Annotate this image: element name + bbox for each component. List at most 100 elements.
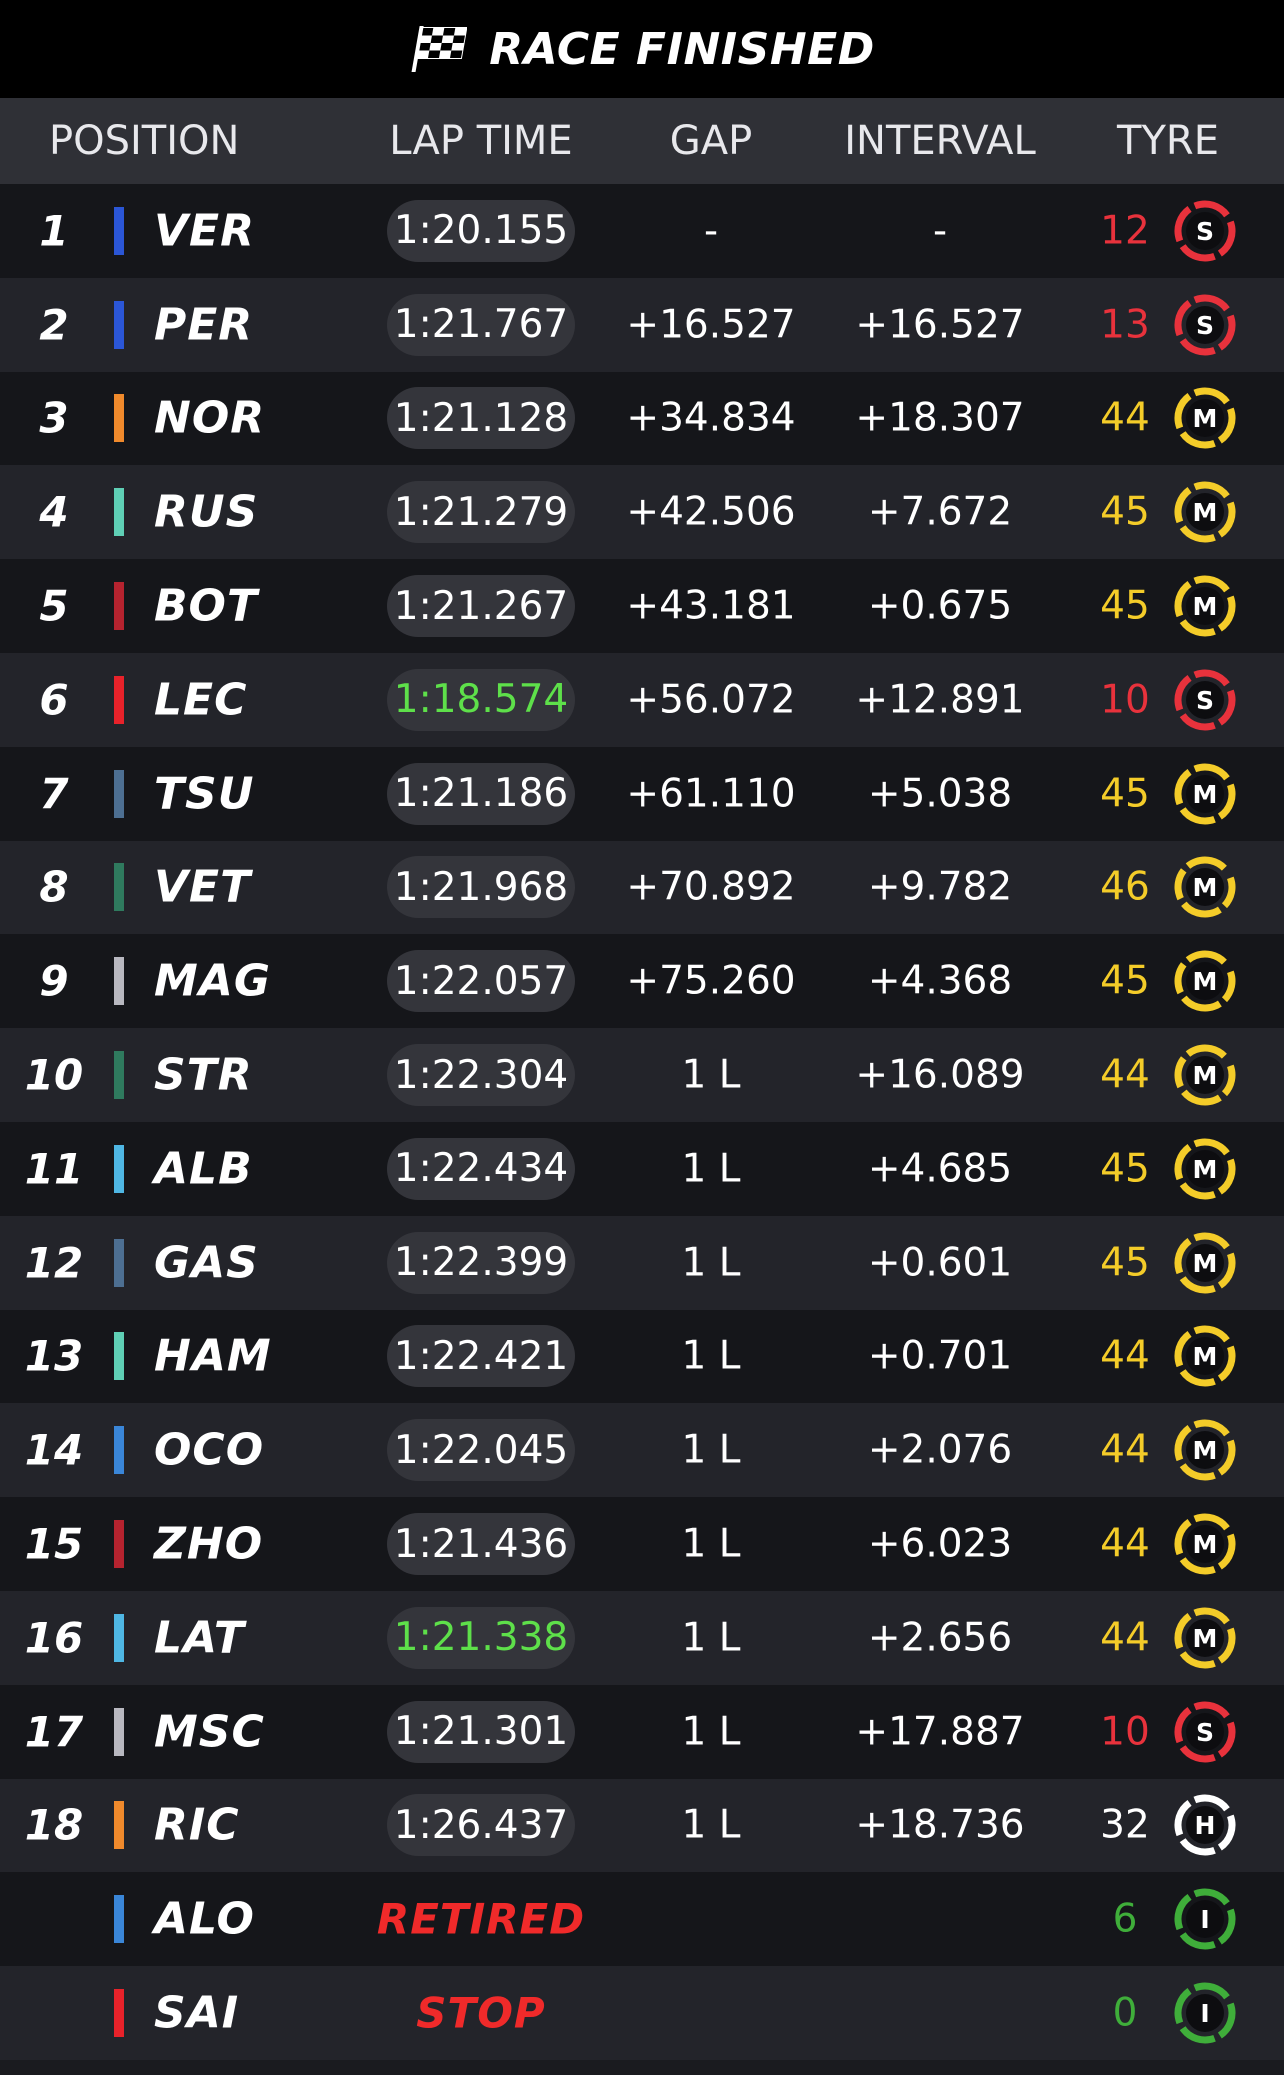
driver-code: VER bbox=[154, 205, 255, 257]
tyre-compound-letter: M bbox=[1193, 404, 1218, 433]
column-headers: POSITION LAP TIME GAP INTERVAL TYRE bbox=[0, 98, 1284, 184]
gap-value: 1 L bbox=[681, 1240, 741, 1286]
table-row[interactable]: 16 LAT 1:21.338 1 L +2.656 44 M bbox=[0, 1590, 1284, 1685]
driver-code: LAT bbox=[154, 1612, 245, 1664]
interval-value: +4.685 bbox=[867, 1146, 1013, 1192]
table-row[interactable]: ALO RETIRED 6 I bbox=[0, 1872, 1284, 1967]
table-row[interactable]: 8 VET 1:21.968 +70.892 +9.782 46 M bbox=[0, 840, 1284, 935]
gap-value: 1 L bbox=[681, 1521, 741, 1567]
gap-value: +34.834 bbox=[626, 395, 796, 441]
driver-code: ZHO bbox=[154, 1518, 264, 1570]
interval-value: +16.089 bbox=[855, 1052, 1025, 1098]
table-row[interactable]: 6 LEC 1:18.574 +56.072 +12.891 10 S bbox=[0, 652, 1284, 747]
driver-code: MAG bbox=[154, 955, 271, 1007]
tyre-laps: 45 bbox=[1100, 771, 1150, 817]
gap-value: +16.527 bbox=[626, 302, 796, 348]
lap-time: 1:22.434 bbox=[387, 1137, 575, 1200]
table-row[interactable]: 13 HAM 1:22.421 1 L +0.701 44 M bbox=[0, 1309, 1284, 1404]
position-number: 3 bbox=[39, 393, 69, 443]
team-color-bar bbox=[114, 769, 124, 818]
driver-code: STR bbox=[154, 1049, 253, 1101]
table-row[interactable]: 10 STR 1:22.304 1 L +16.089 44 M bbox=[0, 1028, 1284, 1122]
gap-value: 1 L bbox=[681, 1427, 741, 1473]
gap-value: +56.072 bbox=[626, 677, 796, 723]
table-row[interactable]: 11 ALB 1:22.434 1 L +4.685 45 M bbox=[0, 1121, 1284, 1216]
lap-time: 1:22.304 bbox=[387, 1044, 575, 1107]
table-row[interactable]: 1 VER 1:20.155 - - 12 S bbox=[0, 184, 1284, 278]
tyre-laps: 13 bbox=[1100, 302, 1150, 348]
tyre-laps: 44 bbox=[1100, 395, 1150, 441]
tyre-laps: 45 bbox=[1100, 489, 1150, 535]
position-number: 11 bbox=[24, 1144, 84, 1194]
tyre-laps: 44 bbox=[1100, 1333, 1150, 1379]
tyre-compound-icon: S bbox=[1174, 200, 1236, 262]
tyre-compound-icon: M bbox=[1174, 856, 1236, 918]
interval-value: +0.701 bbox=[867, 1333, 1013, 1379]
header-tyre: TYRE bbox=[1117, 118, 1219, 164]
gap-value: +42.506 bbox=[626, 489, 796, 535]
driver-code: ALB bbox=[154, 1143, 253, 1195]
driver-status: RETIRED bbox=[376, 1894, 586, 1944]
tyre-laps: 44 bbox=[1100, 1615, 1150, 1661]
tyre-laps: 45 bbox=[1100, 1240, 1150, 1286]
team-color-bar bbox=[114, 863, 124, 912]
table-row[interactable]: 3 NOR 1:21.128 +34.834 +18.307 44 M bbox=[0, 371, 1284, 466]
gap-value: 1 L bbox=[681, 1146, 741, 1192]
table-row[interactable]: 7 TSU 1:21.186 +61.110 +5.038 45 M bbox=[0, 746, 1284, 841]
tyre-laps: 32 bbox=[1100, 1802, 1150, 1848]
driver-code: VET bbox=[154, 861, 252, 913]
team-color-bar bbox=[114, 1613, 124, 1662]
interval-value: +5.038 bbox=[867, 771, 1013, 817]
team-color-bar bbox=[114, 488, 124, 537]
lap-time: 1:26.437 bbox=[387, 1794, 575, 1857]
gap-value: +70.892 bbox=[626, 864, 796, 910]
table-row[interactable]: 12 GAS 1:22.399 1 L +0.601 45 M bbox=[0, 1215, 1284, 1310]
table-row[interactable]: 18 RIC 1:26.437 1 L +18.736 32 H bbox=[0, 1778, 1284, 1873]
table-row[interactable]: 4 RUS 1:21.279 +42.506 +7.672 45 M bbox=[0, 465, 1284, 560]
position-number: 10 bbox=[24, 1050, 84, 1100]
tyre-compound-letter: M bbox=[1193, 1530, 1218, 1559]
header-position: POSITION bbox=[49, 118, 240, 164]
lap-time: 1:22.399 bbox=[387, 1231, 575, 1294]
tyre-compound-icon: M bbox=[1174, 763, 1236, 825]
table-row[interactable]: 15 ZHO 1:21.436 1 L +6.023 44 M bbox=[0, 1497, 1284, 1591]
lap-time: 1:21.968 bbox=[387, 856, 575, 919]
tyre-laps: 44 bbox=[1100, 1521, 1150, 1567]
team-color-bar bbox=[114, 394, 124, 443]
interval-value: +9.782 bbox=[867, 864, 1013, 910]
table-row[interactable]: 9 MAG 1:22.057 +75.260 +4.368 45 M bbox=[0, 934, 1284, 1029]
table-row[interactable]: 5 BOT 1:21.267 +43.181 +0.675 45 M bbox=[0, 559, 1284, 653]
interval-value: +2.076 bbox=[867, 1427, 1013, 1473]
tyre-compound-icon: S bbox=[1174, 294, 1236, 356]
team-color-bar bbox=[114, 1801, 124, 1850]
table-row[interactable]: SAI STOP 0 I bbox=[0, 1966, 1284, 2060]
lap-time: 1:21.279 bbox=[387, 481, 575, 544]
driver-code: SAI bbox=[154, 1987, 240, 2039]
team-color-bar bbox=[114, 1426, 124, 1475]
interval-value: +4.368 bbox=[867, 958, 1013, 1004]
tyre-compound-letter: M bbox=[1193, 1342, 1218, 1371]
standings-table: 1 VER 1:20.155 - - 12 S 2 PER 1:21.767 +16.527 +16.… bbox=[0, 184, 1284, 2060]
lap-time: 1:21.267 bbox=[387, 575, 575, 638]
tyre-laps: 44 bbox=[1100, 1427, 1150, 1473]
tyre-compound-icon: M bbox=[1174, 950, 1236, 1012]
lap-time: 1:21.128 bbox=[387, 387, 575, 450]
tyre-compound-icon: I bbox=[1174, 1982, 1236, 2044]
tyre-compound-letter: M bbox=[1193, 1624, 1218, 1653]
checkered-flag-icon bbox=[411, 26, 468, 72]
position-number: 5 bbox=[39, 581, 69, 631]
team-color-bar bbox=[114, 1051, 124, 1100]
position-number: 9 bbox=[39, 956, 69, 1006]
position-number: 13 bbox=[24, 1331, 84, 1381]
lap-time: 1:20.155 bbox=[387, 199, 575, 262]
tyre-laps: 45 bbox=[1100, 958, 1150, 1004]
tyre-compound-letter: M bbox=[1193, 1061, 1218, 1090]
table-row[interactable]: 14 OCO 1:22.045 1 L +2.076 44 M bbox=[0, 1403, 1284, 1498]
tyre-compound-letter: H bbox=[1195, 1811, 1216, 1840]
driver-code: GAS bbox=[154, 1237, 259, 1289]
lap-time: 1:22.421 bbox=[387, 1325, 575, 1388]
table-row[interactable]: 2 PER 1:21.767 +16.527 +16.527 13 S bbox=[0, 277, 1284, 372]
driver-code: TSU bbox=[154, 768, 255, 820]
table-row[interactable]: 17 MSC 1:21.301 1 L +17.887 10 S bbox=[0, 1684, 1284, 1779]
gap-value: 1 L bbox=[681, 1709, 741, 1755]
